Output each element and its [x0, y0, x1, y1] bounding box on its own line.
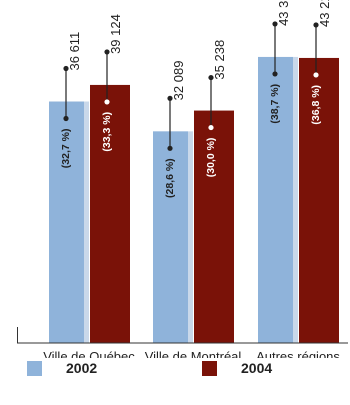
- legend: 2002 2004: [0, 358, 350, 382]
- category-label-1: Ville de Montréal: [145, 349, 242, 358]
- category-label-0: Ville de Québec: [43, 349, 135, 358]
- bar-2004-2: [299, 57, 339, 344]
- legend-item-2004: 2004: [202, 360, 272, 376]
- value-label-2002-0: 36 611: [67, 32, 82, 71]
- pct-label-2002-2: (38,7 %): [269, 84, 281, 124]
- value-label-2004-1: 35 238: [212, 40, 227, 80]
- legend-label-2002: 2002: [66, 360, 98, 376]
- bars-layer: [49, 56, 339, 344]
- category-label-2: Autres régions: [256, 349, 340, 358]
- axis-layer: Ville de Québec Ville de Montréal Autres r…: [17, 327, 348, 358]
- leader-dot-top-2002-2: [272, 21, 278, 27]
- bar-shadow-2002-2: [293, 56, 298, 344]
- pct-label-2004-1: (30,0 %): [205, 138, 217, 178]
- annotations-layer: 36 611 (32,7 %) 39 124 (33,3 %) 32 089 (28,6 …: [60, 0, 332, 198]
- bar-shadow-2002-0: [84, 101, 89, 343]
- pct-label-2004-0: (33,3 %): [101, 112, 113, 152]
- pct-label-2002-1: (28,6 %): [164, 158, 176, 198]
- leader-dot-bottom-2004-1: [208, 124, 214, 131]
- leader-dot-top-2002-0: [63, 65, 69, 72]
- leader-dot-top-2004-2: [313, 22, 319, 28]
- leader-dot-bottom-2004-2: [313, 72, 319, 78]
- value-label-2002-2: 43 369: [276, 0, 291, 26]
- legend-item-2002: 2002: [27, 360, 97, 376]
- value-label-2002-1: 32 089: [171, 61, 186, 101]
- value-label-2004-2: 43 215: [317, 0, 332, 27]
- leader-dot-bottom-2002-1: [167, 145, 173, 151]
- legend-swatch-2004: [202, 360, 217, 376]
- bar-shadow-2002-1: [188, 131, 193, 343]
- legend-label-2004: 2004: [241, 360, 273, 376]
- bar-2002-2: [258, 56, 293, 344]
- bar-2002-0: [49, 101, 84, 343]
- bar-chart: Ville de Québec Ville de Montréal Autres r…: [17, 0, 348, 358]
- pct-label-2004-2: (36,8 %): [310, 85, 322, 125]
- bar-2004-1: [194, 110, 234, 343]
- leader-dot-bottom-2002-0: [63, 115, 69, 122]
- bar-2004-0: [90, 84, 130, 344]
- value-label-2004-0: 39 124: [108, 14, 123, 54]
- bar-2002-1: [153, 131, 188, 343]
- leader-dot-bottom-2004-0: [104, 99, 110, 105]
- leader-dot-top-2002-1: [167, 95, 173, 101]
- pct-label-2002-0: (32,7 %): [60, 129, 72, 169]
- leader-dot-top-2004-0: [104, 49, 110, 55]
- leader-dot-top-2004-1: [208, 74, 214, 81]
- leader-dot-bottom-2002-2: [272, 71, 278, 77]
- legend-swatch-2002: [27, 360, 42, 376]
